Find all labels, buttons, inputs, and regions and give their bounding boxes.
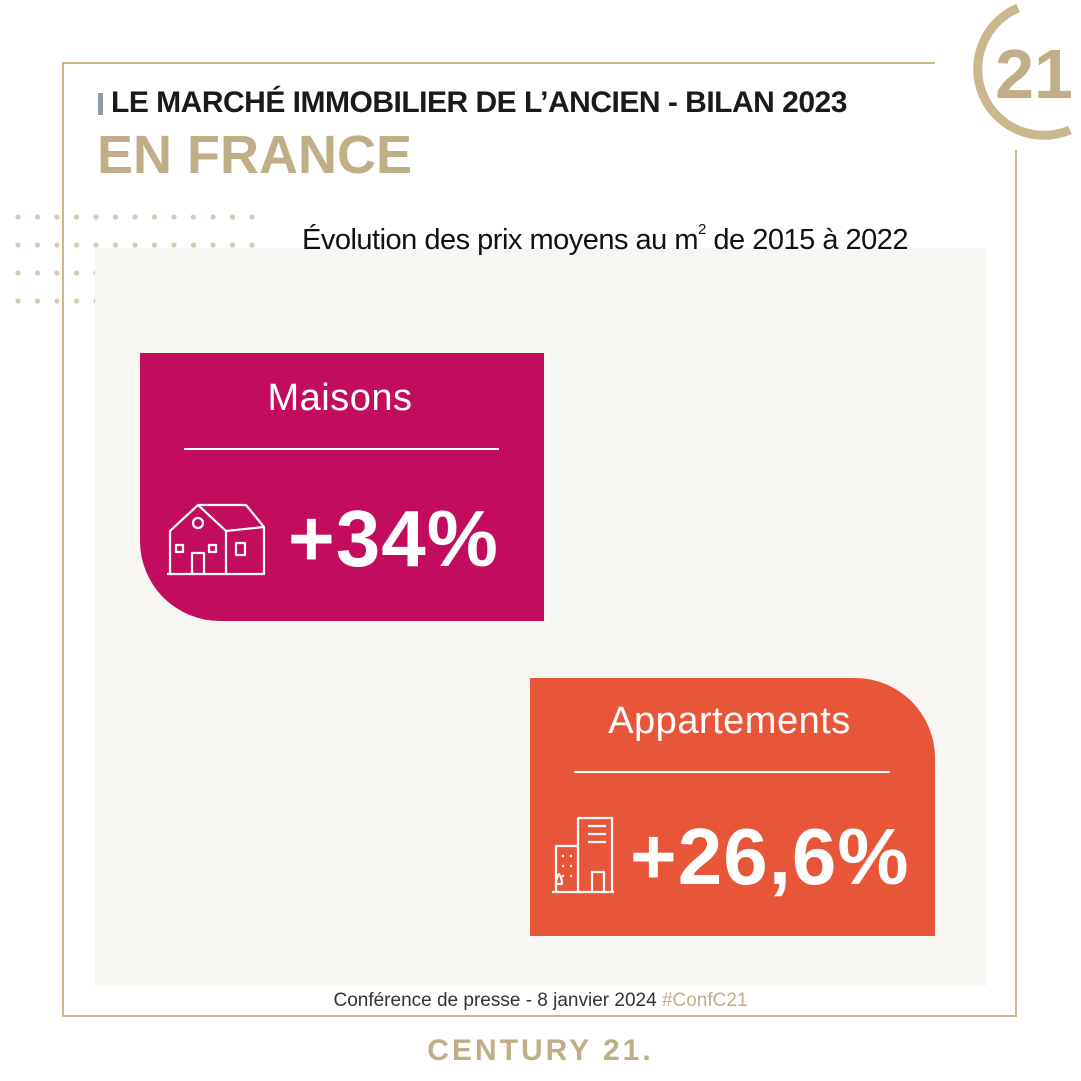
building-icon [552,816,614,894]
card-maisons: Maisons +34% [140,353,544,621]
footer-caption: Conférence de presse - 8 janvier 2024 #C… [0,990,1081,1012]
footer-text: Conférence de presse - 8 janvier 2024 [333,990,662,1011]
century21-logo-icon: 21 [973,3,1072,140]
chart-subtitle: Évolution des prix moyens au m2 de 2015 … [302,221,909,257]
card-appartements-value: +26,6% [630,812,910,901]
page-subtitle-location: EN FRANCE [97,125,413,185]
title-accent-bar [98,93,103,115]
card-appartements: Appartements +26,6% [530,678,935,936]
divider [184,448,499,450]
subtitle-suffix: de 2015 à 2022 [705,224,909,256]
card-maisons-label: Maisons [267,377,413,419]
house-icon [167,503,266,576]
divider [574,771,890,773]
subtitle-superscript: 2 [698,221,706,238]
card-maisons-value: +34% [288,494,499,583]
page-title: LE MARCHÉ IMMOBILIER DE L’ANCIEN - BILAN… [111,86,847,119]
footer-hashtag: #ConfC21 [661,990,748,1011]
card-appartements-label: Appartements [608,700,851,742]
brand-wordmark: CENTURY 21. [427,1034,654,1067]
logo-text: 21 [995,35,1072,113]
page-frame [62,62,1017,1017]
subtitle-prefix: Évolution des prix moyens au m [302,224,699,256]
